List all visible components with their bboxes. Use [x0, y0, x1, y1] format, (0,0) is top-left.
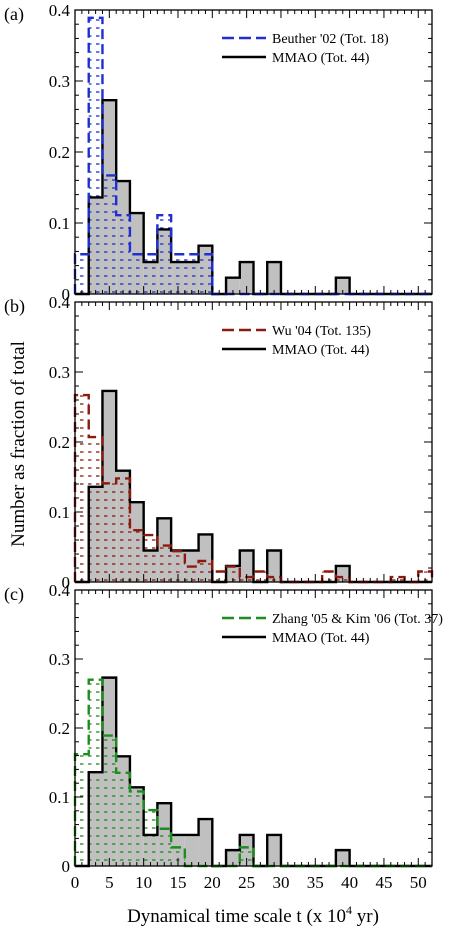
- legend-comparison-label: Wu '04 (Tot. 135): [272, 324, 371, 339]
- x-tick-label: 50: [410, 873, 427, 892]
- y-tick-label: 0.4: [49, 1, 71, 20]
- mmao-bar-fill: [335, 277, 350, 294]
- y-tick-label: 0.2: [49, 719, 70, 738]
- mmao-bar-fill: [239, 550, 254, 582]
- comparison-bar-fill: [157, 215, 172, 294]
- legend-comparison-label: Zhang '05 & Kim '06 (Tot. 37): [272, 612, 443, 627]
- mmao-bar-fill: [335, 850, 350, 866]
- comparison-bar-fill: [88, 437, 103, 582]
- x-tick-label: 0: [71, 873, 80, 892]
- comparison-bar-fill: [212, 571, 227, 582]
- legend-comparison-label: Beuther '02 (Tot. 18): [272, 32, 389, 47]
- x-axis-label-prefix: Dynamical time scale t (x 10: [127, 906, 346, 927]
- comparison-bar-fill: [198, 254, 213, 294]
- y-axis-label: Number as fraction of total: [8, 341, 29, 547]
- comparison-bar-fill: [116, 772, 130, 866]
- comparison-bar-fill: [253, 571, 268, 582]
- mmao-bar-fill: [226, 277, 240, 294]
- mmao-histogram-line: [75, 98, 432, 296]
- y-tick-label: 0.1: [49, 788, 70, 807]
- x-axis-label-exponent: 4: [346, 903, 352, 917]
- comparison-bar-fill: [102, 175, 117, 294]
- comparison-bar-fill: [129, 254, 144, 294]
- comparison-bar-fill: [88, 17, 103, 295]
- comparison-bar-fill: [198, 561, 213, 582]
- comparison-bar-fill: [184, 254, 199, 294]
- comparison-bar-fill: [102, 483, 117, 582]
- mmao-bar-fill: [198, 819, 213, 866]
- y-tick-label: 0.2: [49, 433, 70, 452]
- x-tick-label: 20: [204, 873, 221, 892]
- x-tick-label: 40: [341, 873, 358, 892]
- y-tick-label: 0: [62, 573, 71, 592]
- x-tick-label: 5: [105, 873, 114, 892]
- comparison-bar-fill: [75, 254, 89, 294]
- legend-mmao-label: MMAO (Tot. 44): [272, 343, 370, 358]
- comparison-bar-fill: [322, 571, 336, 582]
- mmao-bar-fill: [267, 262, 281, 294]
- x-tick-label: 25: [238, 873, 255, 892]
- comparison-bar-fill: [157, 545, 172, 582]
- y-tick-label: 0: [62, 285, 71, 304]
- comparison-bar-fill: [129, 530, 144, 582]
- x-axis-label-suffix: yr): [352, 906, 379, 927]
- y-tick-label: 0.3: [49, 650, 70, 669]
- comparison-bar-fill: [102, 735, 117, 866]
- comparison-bar-fill: [171, 254, 185, 294]
- panel-label: (b): [4, 296, 25, 317]
- panel-1: 0 0.1 0.2 0.3 0.4 (b) Wu '04 (Tot. 135) MMAO (T…: [4, 293, 434, 592]
- comparison-bar-fill: [239, 847, 254, 866]
- comparison-bar-fill: [171, 847, 185, 866]
- comparison-bar-fill: [143, 535, 158, 582]
- comparison-bar-fill: [116, 478, 130, 582]
- x-tick-label: 30: [272, 873, 289, 892]
- comparison-bar-fill: [418, 571, 432, 582]
- x-tick-label: 45: [375, 873, 392, 892]
- mmao-bar-fill: [226, 850, 240, 866]
- comparison-bar-fill: [143, 810, 158, 866]
- panel-2: 0 0.1 0.2 0.3 0.4 0 5 10 15 20 25 30 35 40 45 50 (c) Zhan…: [4, 581, 443, 892]
- mmao-histogram-line: [75, 676, 432, 868]
- comparison-bar-fill: [116, 215, 130, 294]
- x-tick-label: 35: [307, 873, 324, 892]
- comparison-bar-fill: [171, 551, 185, 582]
- x-tick-label: 15: [169, 873, 186, 892]
- mmao-bar-fill: [239, 262, 254, 294]
- panel-0: 0 0.1 0.2 0.3 0.4 (a) Beuther '02 (Tot. 18) MMA…: [4, 1, 433, 304]
- y-tick-label: 0.1: [49, 214, 70, 233]
- comparison-bar-fill: [143, 254, 158, 294]
- comparison-bar-fill: [129, 791, 144, 866]
- mmao-bar-fill: [267, 550, 281, 582]
- y-tick-label: 0.3: [49, 363, 70, 382]
- y-tick-label: 0.3: [49, 72, 70, 91]
- y-tick-label: 0.4: [49, 581, 71, 600]
- y-tick-label: 0.1: [49, 503, 70, 522]
- legend-mmao-label: MMAO (Tot. 44): [272, 51, 370, 66]
- legend-mmao-label: MMAO (Tot. 44): [272, 631, 370, 646]
- mmao-bar-fill: [267, 834, 281, 866]
- x-tick-label: 10: [135, 873, 152, 892]
- y-tick-label: 0.2: [49, 143, 70, 162]
- comparison-bar-fill: [75, 754, 89, 866]
- y-tick-label: 0: [62, 857, 71, 876]
- x-axis-label: Dynamical time scale t (x 104 yr): [127, 903, 379, 927]
- mmao-bar-fill: [184, 834, 199, 866]
- comparison-bar-fill: [184, 566, 199, 582]
- comparison-bar-fill: [226, 566, 240, 582]
- y-tick-label: 0.4: [49, 293, 71, 312]
- comparison-bar-fill: [157, 828, 172, 866]
- panel-label: (c): [4, 584, 24, 605]
- panel-label: (a): [4, 4, 24, 25]
